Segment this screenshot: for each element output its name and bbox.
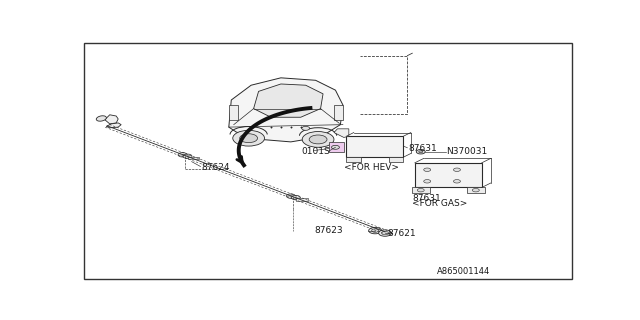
FancyBboxPatch shape bbox=[188, 157, 200, 159]
Circle shape bbox=[178, 153, 187, 157]
Polygon shape bbox=[253, 84, 323, 117]
FancyBboxPatch shape bbox=[467, 188, 484, 193]
Circle shape bbox=[291, 196, 300, 200]
Circle shape bbox=[379, 230, 392, 236]
Circle shape bbox=[287, 194, 296, 198]
FancyBboxPatch shape bbox=[388, 157, 403, 162]
Polygon shape bbox=[106, 123, 121, 128]
Text: A865001144: A865001144 bbox=[437, 267, 490, 276]
Circle shape bbox=[424, 180, 431, 183]
Polygon shape bbox=[334, 129, 349, 138]
Circle shape bbox=[240, 134, 257, 143]
Circle shape bbox=[372, 229, 379, 232]
FancyBboxPatch shape bbox=[346, 136, 403, 157]
FancyBboxPatch shape bbox=[296, 198, 308, 201]
Text: 87624: 87624 bbox=[202, 163, 230, 172]
Circle shape bbox=[183, 154, 192, 158]
Polygon shape bbox=[229, 78, 343, 142]
Circle shape bbox=[454, 168, 460, 172]
Circle shape bbox=[332, 145, 339, 149]
FancyBboxPatch shape bbox=[415, 163, 482, 188]
Polygon shape bbox=[105, 115, 118, 124]
Circle shape bbox=[302, 132, 334, 147]
FancyBboxPatch shape bbox=[412, 188, 429, 193]
Circle shape bbox=[424, 168, 431, 172]
Circle shape bbox=[233, 130, 264, 146]
Circle shape bbox=[369, 228, 381, 234]
Text: <FOR HEV>: <FOR HEV> bbox=[344, 163, 399, 172]
Text: N370031: N370031 bbox=[447, 147, 488, 156]
FancyBboxPatch shape bbox=[334, 105, 343, 120]
Circle shape bbox=[301, 126, 310, 130]
Text: 87623: 87623 bbox=[314, 226, 343, 235]
FancyBboxPatch shape bbox=[229, 105, 237, 120]
Circle shape bbox=[419, 151, 423, 153]
Circle shape bbox=[454, 180, 460, 183]
Circle shape bbox=[309, 135, 327, 144]
Circle shape bbox=[416, 149, 425, 154]
Text: 0101S: 0101S bbox=[301, 147, 330, 156]
Circle shape bbox=[381, 231, 388, 235]
Ellipse shape bbox=[96, 116, 106, 121]
FancyBboxPatch shape bbox=[329, 142, 344, 152]
Text: 87631: 87631 bbox=[408, 144, 437, 153]
FancyBboxPatch shape bbox=[346, 157, 361, 162]
Text: 87621: 87621 bbox=[388, 228, 416, 237]
Circle shape bbox=[472, 188, 479, 192]
Circle shape bbox=[417, 188, 424, 192]
Text: <FOR GAS>: <FOR GAS> bbox=[412, 199, 468, 208]
Text: 87631: 87631 bbox=[412, 194, 441, 203]
